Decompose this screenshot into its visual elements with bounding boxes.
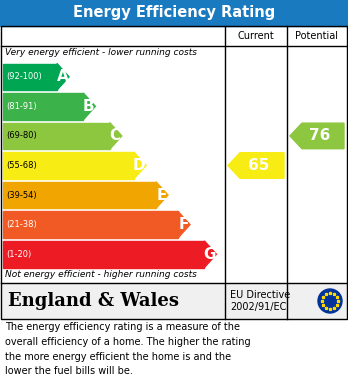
- Text: (92-100): (92-100): [6, 72, 42, 81]
- Text: (81-91): (81-91): [6, 102, 37, 111]
- Text: The energy efficiency rating is a measure of the
overall efficiency of a home. T: The energy efficiency rating is a measur…: [5, 322, 251, 377]
- Text: Not energy efficient - higher running costs: Not energy efficient - higher running co…: [5, 270, 197, 279]
- Polygon shape: [134, 152, 146, 179]
- Bar: [3, 212, 178, 238]
- Bar: [0, 0, 348, 26]
- Polygon shape: [156, 182, 168, 208]
- Text: C: C: [110, 128, 121, 143]
- Polygon shape: [84, 93, 95, 120]
- Polygon shape: [228, 153, 284, 178]
- Text: England & Wales: England & Wales: [8, 292, 179, 310]
- Text: G: G: [204, 247, 216, 262]
- Bar: [3, 241, 204, 267]
- Text: Current: Current: [238, 31, 274, 41]
- Bar: [3, 182, 156, 208]
- Polygon shape: [178, 212, 190, 238]
- Bar: [3, 93, 84, 120]
- Bar: [3, 63, 57, 90]
- Text: (69-80): (69-80): [6, 131, 37, 140]
- Text: E: E: [156, 188, 167, 203]
- Text: 65: 65: [248, 158, 269, 173]
- Text: (21-38): (21-38): [6, 220, 37, 229]
- Text: (39-54): (39-54): [6, 190, 37, 199]
- Text: F: F: [178, 217, 189, 232]
- Bar: [1, 26, 347, 319]
- Bar: [2, 284, 346, 318]
- Polygon shape: [290, 123, 344, 149]
- Text: EU Directive
2002/91/EC: EU Directive 2002/91/EC: [230, 290, 290, 312]
- Circle shape: [318, 289, 342, 313]
- Text: (1-20): (1-20): [6, 250, 31, 259]
- Bar: [3, 123, 110, 149]
- Text: D: D: [133, 158, 146, 173]
- Polygon shape: [57, 63, 69, 90]
- Polygon shape: [110, 123, 122, 149]
- Bar: [3, 152, 134, 179]
- Text: B: B: [83, 99, 95, 114]
- Text: Energy Efficiency Rating: Energy Efficiency Rating: [73, 5, 275, 20]
- Polygon shape: [204, 241, 216, 267]
- Text: (55-68): (55-68): [6, 161, 37, 170]
- Text: Very energy efficient - lower running costs: Very energy efficient - lower running co…: [5, 48, 197, 57]
- Text: A: A: [56, 69, 68, 84]
- Text: Potential: Potential: [295, 31, 339, 41]
- Text: 76: 76: [309, 128, 330, 143]
